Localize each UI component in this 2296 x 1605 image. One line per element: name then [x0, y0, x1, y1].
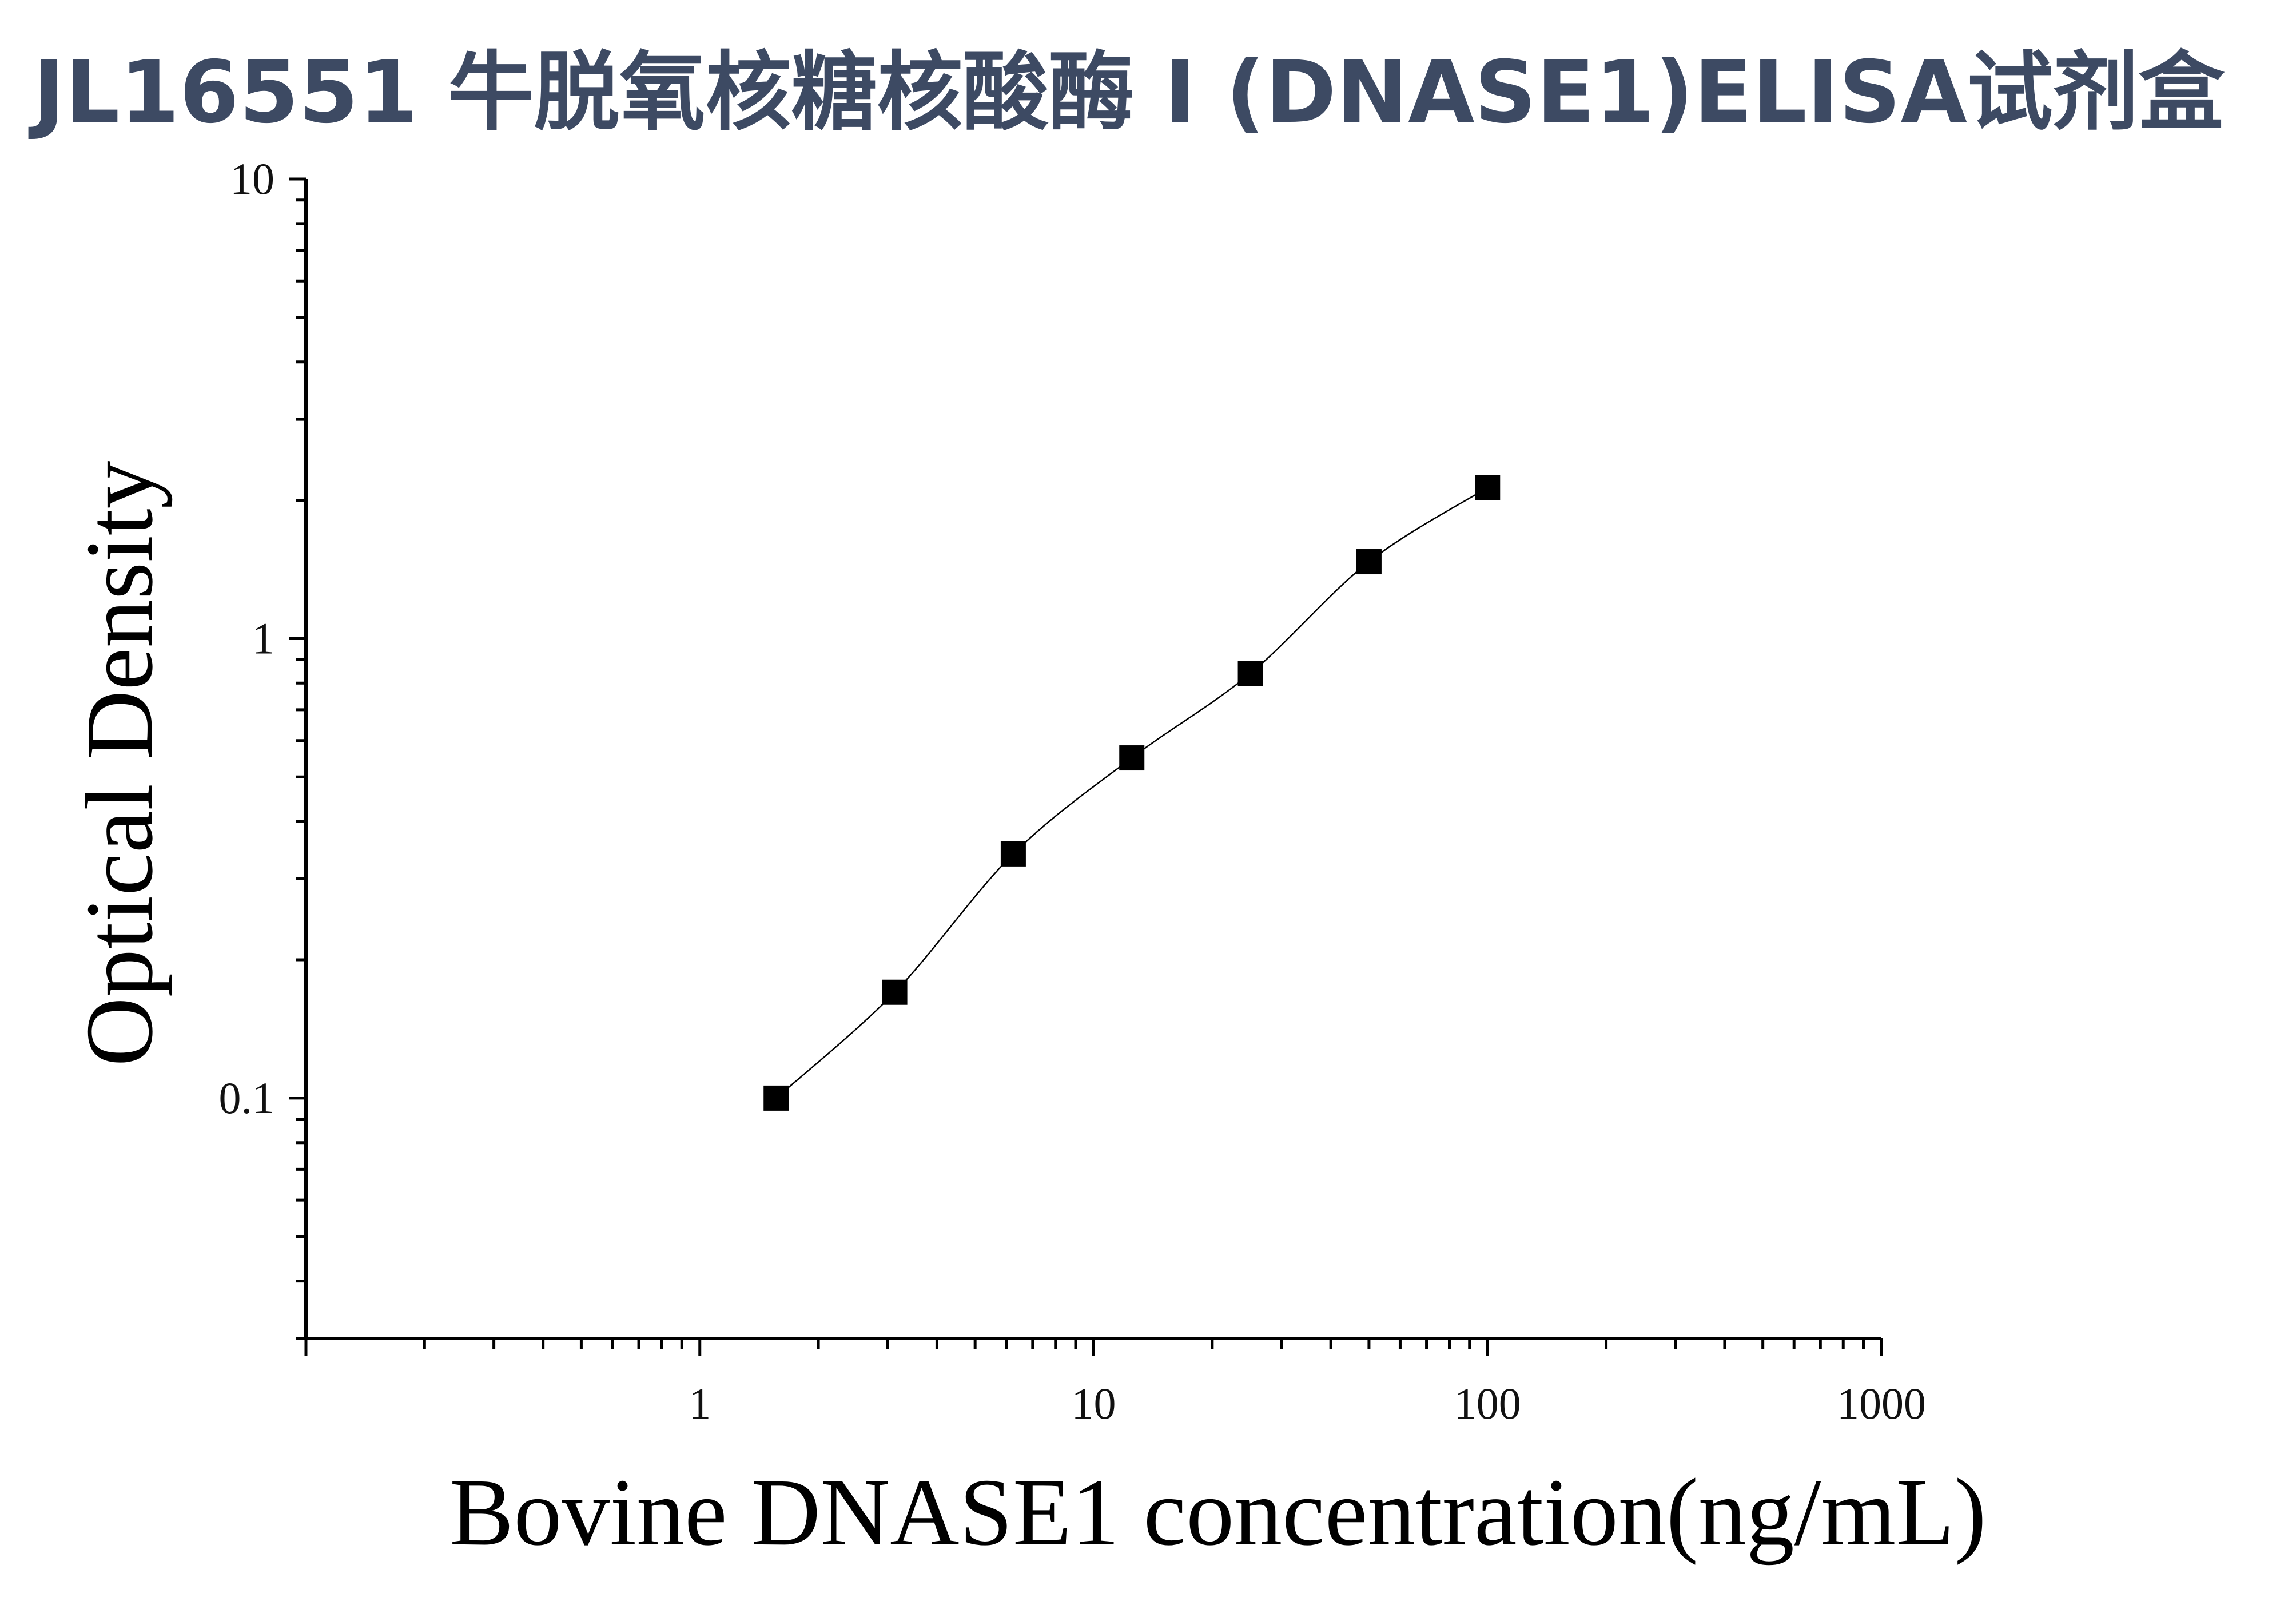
x-tick-label: 10	[1072, 1378, 1116, 1428]
data-points	[763, 475, 1501, 1111]
y-axis-title: Optical Density	[66, 460, 173, 1066]
x-axis-title: Bovine DNASE1 concentration(ng/mL)	[449, 1459, 1986, 1566]
data-point-marker	[1119, 745, 1145, 771]
y-tick-label: 10	[230, 154, 274, 204]
data-point-marker	[1475, 475, 1501, 500]
data-point-marker	[763, 1085, 789, 1111]
x-tick-label: 1000	[1837, 1378, 1926, 1428]
chart-axes	[304, 179, 1881, 1340]
y-tick-label: 1	[252, 613, 274, 663]
data-point-marker	[1237, 661, 1263, 686]
data-point-marker	[882, 979, 908, 1005]
fit-curve-line	[775, 487, 1488, 1099]
chart-tick-labels: 1 10 100 1000 0.1 1 10	[219, 154, 1927, 1428]
page-title: JL16551 牛脱氧核糖核酸酶 I (DNASE1)ELISA试剂盒	[33, 43, 2225, 142]
x-tick-label: 100	[1454, 1378, 1521, 1428]
x-tick-label: 1	[689, 1378, 711, 1428]
data-point-marker	[1356, 549, 1382, 575]
y-tick-label: 0.1	[219, 1073, 275, 1123]
chart-ticks	[289, 177, 1883, 1356]
data-point-marker	[1000, 841, 1026, 867]
